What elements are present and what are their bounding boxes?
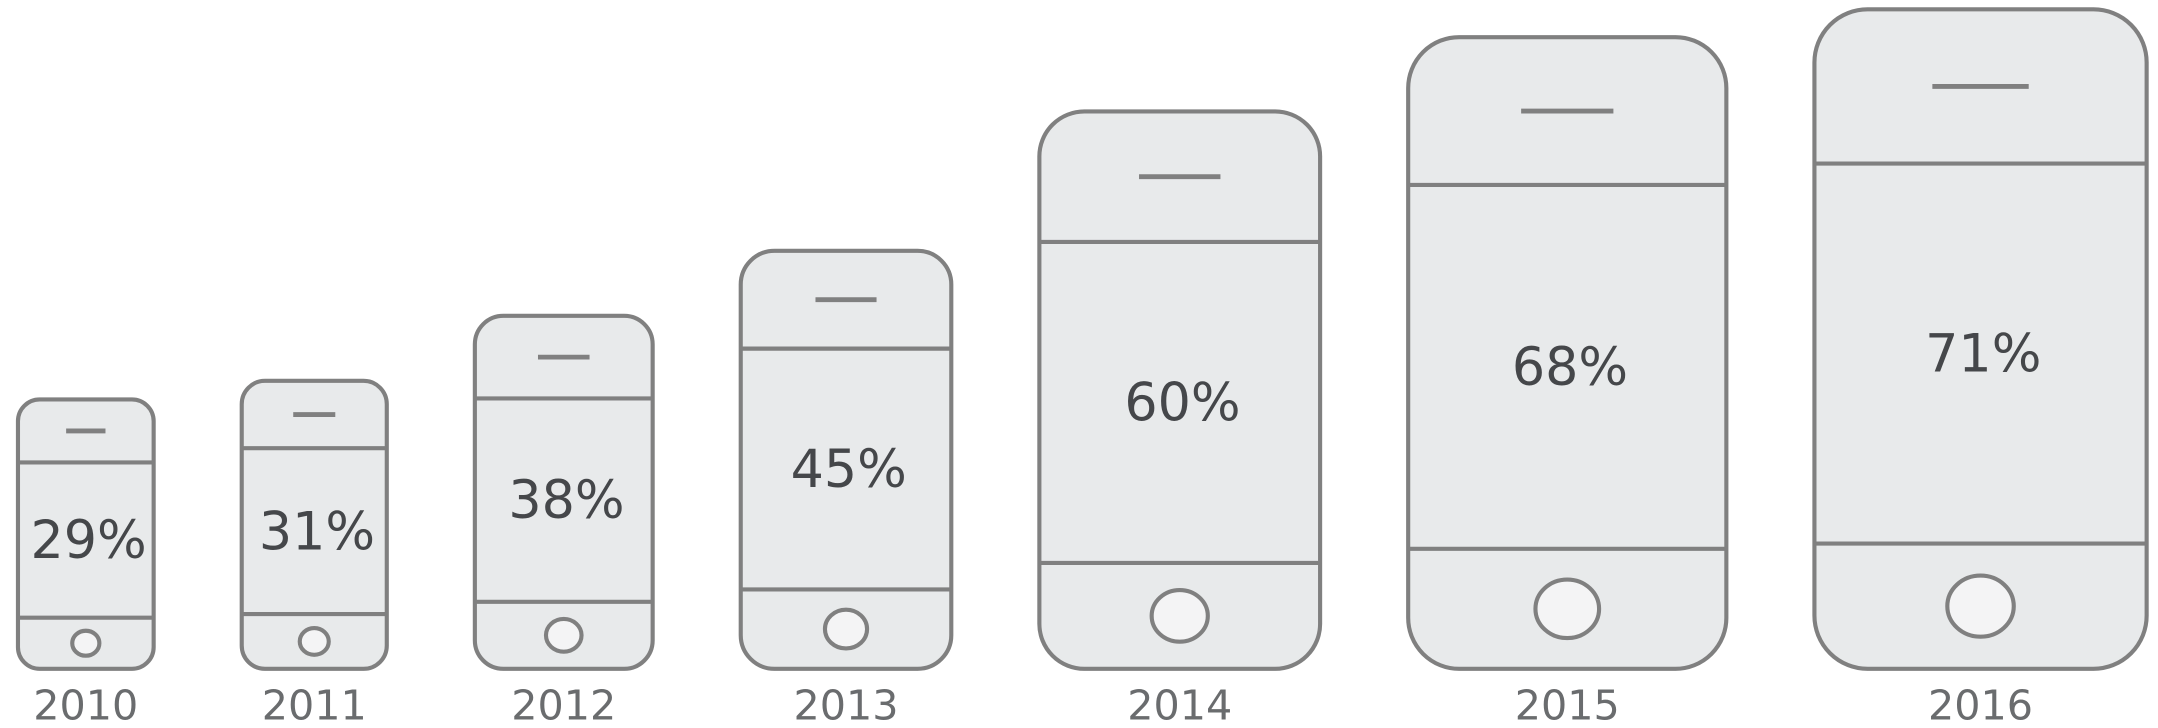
phone-body — [15, 397, 156, 671]
phone-button — [543, 616, 584, 654]
x-tick-label: 2011 — [262, 682, 367, 728]
x-tick-label: 2014 — [1127, 682, 1232, 728]
value-label: 45% — [791, 439, 907, 500]
x-tick-label: 2015 — [1515, 682, 1620, 728]
phone-button — [1945, 573, 2016, 639]
value-label: 68% — [1512, 337, 1628, 398]
x-tick-label: 2016 — [1928, 682, 2033, 728]
phone-button — [1149, 587, 1210, 644]
phone-button — [297, 626, 331, 657]
value-label: 71% — [1925, 324, 2041, 385]
value-label: 29% — [30, 510, 146, 571]
phone-body — [239, 378, 389, 671]
x-tick-label: 2010 — [33, 682, 138, 728]
x-tick-label: 2012 — [511, 682, 616, 728]
phone-button — [70, 628, 102, 658]
value-label: 31% — [259, 501, 375, 562]
phone-body — [1812, 7, 2149, 671]
phone-body — [472, 313, 655, 671]
phone-button — [822, 607, 870, 651]
x-tick-label: 2013 — [793, 682, 898, 728]
phone-body — [738, 248, 954, 671]
phone-button — [1533, 577, 1602, 641]
value-label: 38% — [508, 470, 624, 531]
phone-body — [1037, 109, 1323, 671]
value-label: 60% — [1124, 373, 1240, 434]
phone-body — [1406, 35, 1729, 671]
